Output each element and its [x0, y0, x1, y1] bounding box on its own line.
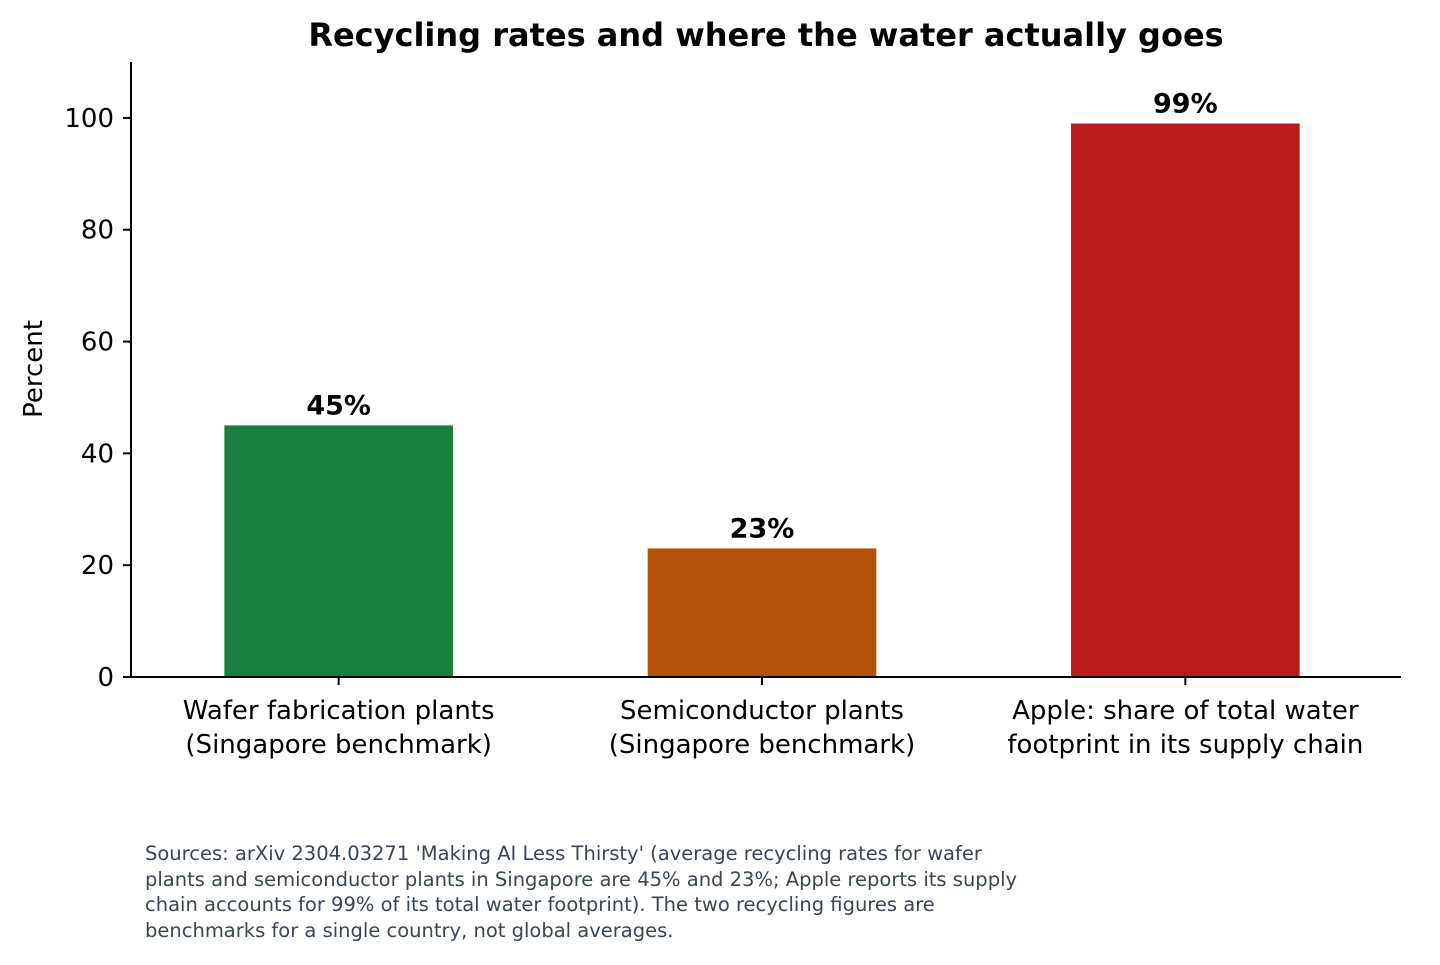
x-tick-label: (Singapore benchmark) [609, 730, 915, 760]
y-tick-label: 40 [81, 439, 114, 469]
bar [224, 425, 453, 677]
x-tick-label: Semiconductor plants [620, 696, 904, 726]
y-tick-label: 20 [81, 551, 114, 581]
bar [1071, 123, 1300, 677]
y-tick-label: 0 [97, 663, 114, 693]
x-tick-label: Wafer fabrication plants [183, 696, 495, 726]
x-tick-label: (Singapore benchmark) [185, 730, 491, 760]
x-tick-label: Apple: share of total water [1012, 696, 1359, 726]
bar-value-label: 45% [306, 390, 371, 421]
chart-title: Recycling rates and where the water actu… [308, 16, 1223, 54]
y-tick-label: 80 [81, 216, 114, 246]
plot-area: 0 20 40 60 80 100 45% Wafer fabrication plants (… [64, 89, 1363, 761]
y-axis-label: Percent [19, 320, 49, 418]
bar-value-label: 23% [730, 513, 795, 544]
x-tick-label: footprint in its supply chain [1007, 730, 1363, 760]
source-note: Sources: arXiv 2304.03271 'Making AI Les… [145, 842, 1018, 943]
y-tick-label: 60 [81, 328, 114, 358]
y-tick-label: 100 [64, 104, 114, 134]
bar [647, 548, 877, 677]
bar-value-label: 99% [1153, 89, 1218, 120]
